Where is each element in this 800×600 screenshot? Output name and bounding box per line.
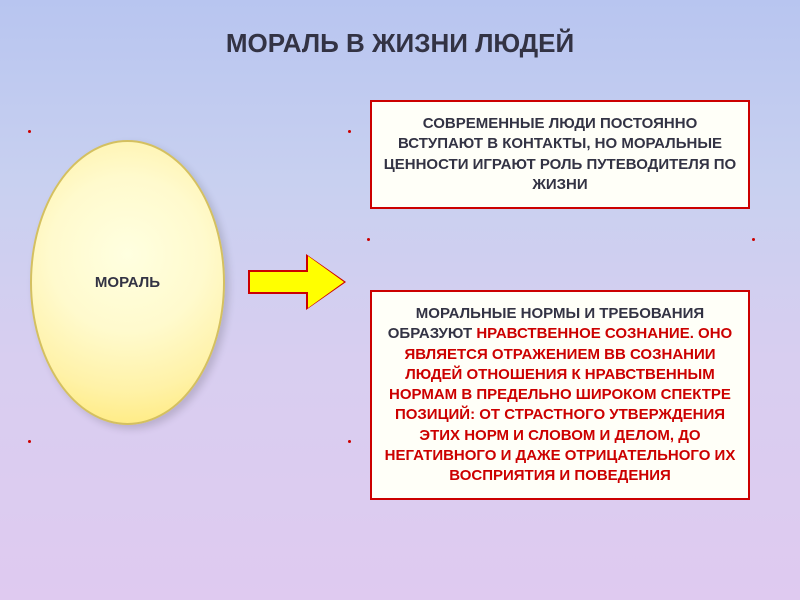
marker-dot (348, 130, 351, 133)
moral-ellipse: МОРАЛЬ (30, 140, 225, 425)
arrow-body (248, 270, 308, 294)
ellipse-label: МОРАЛЬ (95, 274, 160, 291)
marker-dot (348, 440, 351, 443)
box2-text-red: НРАВСТВЕННОЕ СОЗНАНИЕ. ОНО ЯВЛЯЕТСЯ ОТРА… (385, 325, 736, 484)
marker-dot (752, 238, 755, 241)
box1-text: СОВРЕМЕННЫЕ ЛЮДИ ПОСТОЯННО ВСТУПАЮТ В КО… (384, 115, 736, 193)
info-box-1: СОВРЕМЕННЫЕ ЛЮДИ ПОСТОЯННО ВСТУПАЮТ В КО… (370, 100, 750, 209)
page-title: МОРАЛЬ В ЖИЗНИ ЛЮДЕЙ (0, 0, 800, 59)
arrow-head (308, 256, 344, 308)
marker-dot (367, 238, 370, 241)
info-box-2: МОРАЛЬНЫЕ НОРМЫ И ТРЕБОВАНИЯ ОБРАЗУЮТ НР… (370, 290, 750, 500)
marker-dot (28, 440, 31, 443)
marker-dot (28, 130, 31, 133)
